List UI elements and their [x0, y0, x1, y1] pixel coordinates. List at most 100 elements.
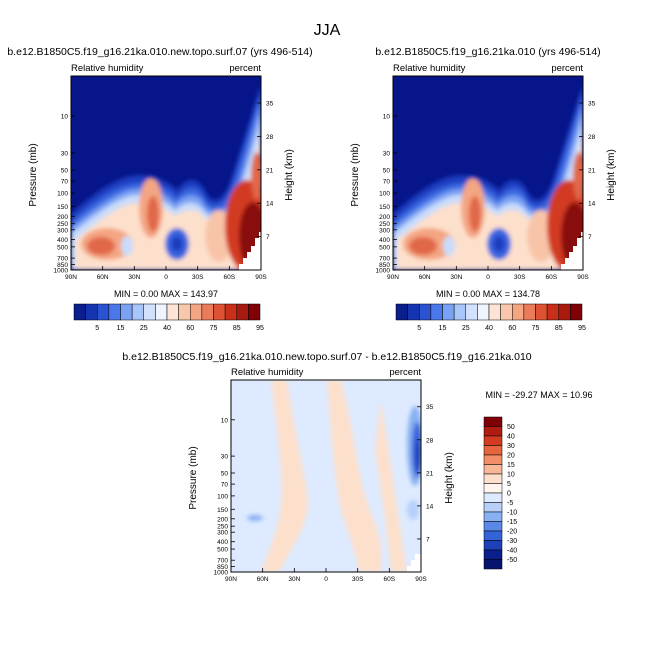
panel-right-contour-field	[393, 76, 591, 272]
y-tick-label: 250	[57, 221, 68, 228]
colorbar-label: -15	[507, 519, 517, 526]
colorbar-label: -40	[507, 548, 517, 555]
y2-tick-label: 21	[588, 167, 596, 174]
colorbar-swatch	[236, 303, 249, 321]
y-tick-label: 70	[61, 179, 69, 186]
colorbar-swatch	[248, 303, 261, 321]
panel-diff-ylabel: Pressure (mb)	[188, 446, 199, 509]
y-tick-label: 100	[379, 191, 390, 198]
colorbar-swatch	[407, 303, 420, 321]
x-tick-label: 60N	[419, 274, 431, 281]
colorbar-swatch	[143, 303, 156, 321]
colorbar-label: 85	[233, 325, 241, 332]
colorbar-swatch	[178, 303, 191, 321]
colorbar-swatch	[166, 303, 179, 321]
colorbar-swatch	[483, 511, 503, 522]
colorbar-swatch	[483, 416, 503, 427]
y-tick-label: 500	[57, 244, 68, 251]
colorbar-label: 25	[140, 325, 148, 332]
y-tick-label: 200	[57, 214, 68, 221]
x-tick-label: 30N	[128, 274, 140, 281]
y2-tick-label: 7	[588, 234, 592, 241]
panel-left-ylabel-right: Height (km)	[284, 149, 295, 201]
y2-tick-label: 21	[266, 167, 274, 174]
y2-tick-label: 7	[426, 536, 430, 543]
y2-tick-label: 21	[426, 470, 434, 477]
colorbar-swatch	[483, 454, 503, 465]
y-tick-label: 250	[379, 221, 390, 228]
panel-diff-yticks: 1030507010015020025030040050070085010003…	[214, 404, 434, 583]
colorbar-swatch	[442, 303, 455, 321]
colorbar-swatch	[483, 502, 503, 513]
colorbar-swatch	[483, 540, 503, 551]
colorbar-label: -50	[507, 557, 517, 564]
colorbar-label: 20	[507, 453, 515, 460]
colorbar-label: 75	[210, 325, 218, 332]
colorbar-swatch	[483, 445, 503, 456]
colorbar-swatch	[73, 303, 86, 321]
colorbar-swatch	[483, 483, 503, 494]
x-tick-label: 30S	[514, 274, 526, 281]
colorbar-swatch	[483, 492, 503, 503]
panel-diff-variable: Relative humidity	[231, 367, 304, 378]
colorbar-label: 95	[578, 325, 586, 332]
y-tick-label: 30	[61, 150, 69, 157]
colorbar-swatch	[120, 303, 133, 321]
panel-left-variable: Relative humidity	[71, 63, 144, 74]
x-tick-label: 90N	[225, 576, 237, 583]
colorbar-label: -10	[507, 510, 517, 517]
colorbar-swatch	[500, 303, 513, 321]
y-tick-label: 1000	[214, 570, 229, 577]
y-tick-label: 850	[217, 564, 228, 571]
colorbar-label: 15	[507, 462, 515, 469]
y-tick-label: 850	[57, 262, 68, 269]
colorbar-swatch	[570, 303, 583, 321]
colorbar-swatch	[483, 426, 503, 437]
panel-right-yticks: 1030507010015020025030040050070085010003…	[376, 101, 596, 281]
colorbar-swatch	[483, 435, 503, 446]
y-tick-label: 150	[217, 507, 228, 514]
colorbar-label: 60	[508, 325, 516, 332]
y2-tick-label: 35	[266, 101, 274, 108]
x-tick-label: 30S	[352, 576, 364, 583]
panel-right-ylabel-right: Height (km)	[606, 149, 617, 201]
y-tick-label: 200	[217, 516, 228, 523]
colorbar-label: 85	[555, 325, 563, 332]
colorbar-swatch	[483, 549, 503, 560]
panel-right: b.e12.B1850C5.f19_g16.21ka.010 (yrs 496-…	[350, 46, 617, 299]
y-tick-label: 150	[379, 204, 390, 211]
y-tick-label: 1000	[376, 268, 391, 275]
panel-right-ylabel: Pressure (mb)	[350, 143, 361, 206]
y2-tick-label: 28	[588, 134, 596, 141]
panel-right-variable: Relative humidity	[393, 63, 466, 74]
y-tick-label: 500	[217, 547, 228, 554]
y-tick-label: 1000	[54, 268, 69, 275]
y-tick-label: 700	[57, 256, 68, 263]
y-tick-label: 700	[379, 256, 390, 263]
panel-left: b.e12.B1850C5.f19_g16.21ka.010.new.topo.…	[7, 46, 312, 299]
y-tick-label: 250	[217, 524, 228, 531]
x-tick-label: 0	[164, 274, 168, 281]
colorbar-swatch	[465, 303, 478, 321]
y-tick-label: 300	[57, 227, 68, 234]
colorbar-swatch	[453, 303, 466, 321]
panel-right-minmax: MIN = 0.00 MAX = 134.78	[436, 289, 540, 299]
colorbar-label: 5	[507, 481, 511, 488]
x-tick-label: 90S	[415, 576, 427, 583]
y-tick-label: 100	[57, 191, 68, 198]
y2-tick-label: 14	[588, 201, 596, 208]
y2-tick-label: 14	[266, 201, 274, 208]
y-tick-label: 400	[57, 237, 68, 244]
panel-diff: b.e12.B1850C5.f19_g16.21ka.010.new.topo.…	[122, 351, 592, 583]
y-tick-label: 100	[217, 493, 228, 500]
colorbar-swatch	[483, 530, 503, 541]
colorbar-label: 0	[507, 491, 511, 498]
colorbar-swatch	[558, 303, 571, 321]
y-tick-label: 70	[383, 179, 391, 186]
panel-diff-units: percent	[389, 367, 421, 378]
colorbar-swatch	[395, 303, 408, 321]
panel-left-ylabel: Pressure (mb)	[28, 143, 39, 206]
y-tick-label: 200	[379, 214, 390, 221]
